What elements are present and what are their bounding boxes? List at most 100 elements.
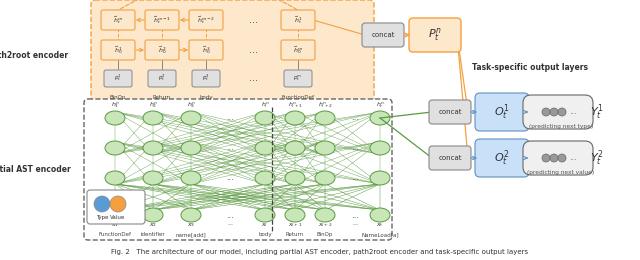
Ellipse shape bbox=[370, 171, 390, 185]
Ellipse shape bbox=[558, 154, 566, 162]
FancyBboxPatch shape bbox=[362, 23, 404, 47]
Text: $O_t^2$: $O_t^2$ bbox=[494, 148, 510, 168]
Text: $p_t^m$: $p_t^m$ bbox=[293, 73, 303, 83]
Text: body: body bbox=[199, 95, 213, 100]
Text: $x_3$: $x_3$ bbox=[187, 221, 195, 229]
Text: (predicting next type): (predicting next type) bbox=[529, 124, 593, 129]
Text: concat: concat bbox=[438, 155, 461, 161]
Ellipse shape bbox=[181, 171, 201, 185]
FancyBboxPatch shape bbox=[148, 70, 176, 87]
FancyBboxPatch shape bbox=[87, 190, 145, 224]
Ellipse shape bbox=[94, 196, 110, 212]
Text: ...: ... bbox=[226, 211, 234, 219]
Ellipse shape bbox=[370, 111, 390, 125]
Text: Type: Type bbox=[96, 215, 108, 220]
Text: $\vec{h}_t^{m-1}$: $\vec{h}_t^{m-1}$ bbox=[153, 14, 171, 26]
Text: $\vec{h}_t^1$: $\vec{h}_t^1$ bbox=[294, 14, 302, 26]
Text: $\vec{h}_0^3$: $\vec{h}_0^3$ bbox=[202, 44, 210, 56]
Text: Return: Return bbox=[153, 95, 171, 100]
Text: $p_t^2$: $p_t^2$ bbox=[158, 73, 166, 83]
Text: FunctionDef: FunctionDef bbox=[282, 95, 314, 100]
Ellipse shape bbox=[370, 208, 390, 222]
Text: ...: ... bbox=[250, 15, 259, 25]
FancyBboxPatch shape bbox=[475, 139, 529, 177]
Text: $h_2^n$: $h_2^n$ bbox=[148, 100, 157, 110]
Text: $\vec{h}_0^1$: $\vec{h}_0^1$ bbox=[114, 44, 122, 56]
Ellipse shape bbox=[181, 111, 201, 125]
FancyBboxPatch shape bbox=[84, 99, 392, 240]
Text: $\vec{h}_t^m$: $\vec{h}_t^m$ bbox=[113, 14, 123, 26]
Text: ...: ... bbox=[226, 173, 234, 183]
Text: $p_t^1$: $p_t^1$ bbox=[114, 73, 122, 83]
Text: $p_t^3$: $p_t^3$ bbox=[202, 73, 210, 83]
Ellipse shape bbox=[255, 141, 275, 155]
Text: $h_{l+1}^n$: $h_{l+1}^n$ bbox=[287, 100, 303, 110]
Text: ...: ... bbox=[569, 153, 577, 162]
Text: Value: Value bbox=[110, 215, 125, 220]
Text: $P_t^n$: $P_t^n$ bbox=[428, 27, 442, 43]
Ellipse shape bbox=[105, 141, 125, 155]
Ellipse shape bbox=[542, 154, 550, 162]
Ellipse shape bbox=[181, 141, 201, 155]
FancyBboxPatch shape bbox=[145, 10, 179, 30]
FancyBboxPatch shape bbox=[101, 40, 135, 60]
Text: BinOp: BinOp bbox=[317, 232, 333, 237]
Ellipse shape bbox=[315, 171, 335, 185]
Text: FunctionDef: FunctionDef bbox=[99, 232, 131, 237]
Text: concat: concat bbox=[438, 109, 461, 115]
Ellipse shape bbox=[285, 141, 305, 155]
Text: $Y_t^1$: $Y_t^1$ bbox=[590, 102, 604, 122]
Ellipse shape bbox=[105, 208, 125, 222]
Ellipse shape bbox=[143, 111, 163, 125]
Ellipse shape bbox=[315, 208, 335, 222]
Text: identifier: identifier bbox=[141, 232, 165, 237]
Ellipse shape bbox=[550, 108, 558, 116]
Ellipse shape bbox=[285, 111, 305, 125]
FancyBboxPatch shape bbox=[523, 141, 593, 175]
Text: ...: ... bbox=[226, 114, 234, 122]
FancyBboxPatch shape bbox=[145, 40, 179, 60]
FancyArrowPatch shape bbox=[106, 0, 310, 18]
Text: $x_l$: $x_l$ bbox=[262, 221, 269, 229]
Text: Fig. 2   The architecture of our model, including partial AST encoder, path2root: Fig. 2 The architecture of our model, in… bbox=[111, 249, 529, 255]
FancyBboxPatch shape bbox=[475, 93, 529, 131]
Text: $x_{l+1}$: $x_{l+1}$ bbox=[287, 221, 303, 229]
Ellipse shape bbox=[315, 111, 335, 125]
Ellipse shape bbox=[143, 208, 163, 222]
Text: $x_1$: $x_1$ bbox=[111, 221, 119, 229]
Text: $h_3^n$: $h_3^n$ bbox=[187, 100, 195, 110]
Ellipse shape bbox=[315, 141, 335, 155]
Ellipse shape bbox=[550, 154, 558, 162]
Text: ...: ... bbox=[227, 221, 233, 226]
Text: ...: ... bbox=[351, 144, 359, 153]
FancyBboxPatch shape bbox=[523, 95, 593, 129]
Ellipse shape bbox=[255, 111, 275, 125]
Text: ...: ... bbox=[352, 221, 358, 226]
FancyBboxPatch shape bbox=[281, 10, 315, 30]
Ellipse shape bbox=[285, 208, 305, 222]
Text: $x_2$: $x_2$ bbox=[149, 221, 157, 229]
Text: $\vec{h}_0^2$: $\vec{h}_0^2$ bbox=[158, 44, 166, 56]
Ellipse shape bbox=[255, 208, 275, 222]
Text: concat: concat bbox=[371, 32, 395, 38]
Text: $h_{l+2}^n$: $h_{l+2}^n$ bbox=[317, 100, 332, 110]
Text: ...: ... bbox=[226, 144, 234, 153]
Text: Path2root encoder: Path2root encoder bbox=[0, 50, 68, 60]
Text: $h_t^n$: $h_t^n$ bbox=[376, 100, 385, 110]
Text: $\vec{h}_0^m$: $\vec{h}_0^m$ bbox=[293, 44, 303, 56]
Text: ...: ... bbox=[351, 114, 359, 122]
Text: ...: ... bbox=[250, 45, 259, 55]
Text: ...: ... bbox=[569, 107, 577, 116]
Text: $h_1^n$: $h_1^n$ bbox=[111, 100, 120, 110]
FancyBboxPatch shape bbox=[429, 146, 471, 170]
Ellipse shape bbox=[285, 171, 305, 185]
FancyBboxPatch shape bbox=[192, 70, 220, 87]
FancyBboxPatch shape bbox=[91, 0, 374, 104]
FancyBboxPatch shape bbox=[189, 10, 223, 30]
Text: $h_l^n$: $h_l^n$ bbox=[260, 100, 269, 110]
Text: $O_t^1$: $O_t^1$ bbox=[494, 102, 510, 122]
Text: Partial AST encoder: Partial AST encoder bbox=[0, 166, 71, 174]
Text: BinOp: BinOp bbox=[110, 95, 126, 100]
Text: name[add]: name[add] bbox=[175, 232, 206, 237]
Ellipse shape bbox=[181, 208, 201, 222]
